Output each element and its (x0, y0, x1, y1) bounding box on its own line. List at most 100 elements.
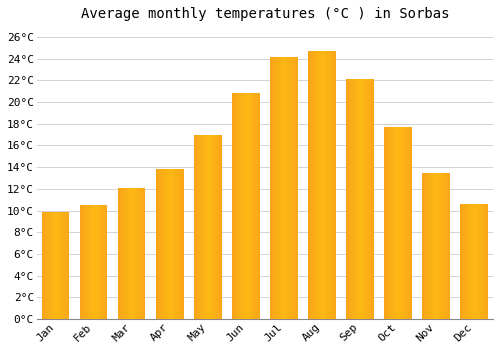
Bar (168, 169, 170, 319)
Bar (406, 127, 407, 319)
Bar (350, 79, 352, 319)
Bar (214, 135, 216, 319)
Bar (354, 79, 356, 319)
Bar (60, 212, 61, 319)
Bar (440, 173, 442, 319)
Bar (252, 93, 254, 319)
Bar (159, 169, 160, 319)
Bar (292, 57, 294, 319)
Bar (174, 169, 176, 319)
Bar (357, 79, 358, 319)
Bar (370, 79, 371, 319)
Bar (272, 57, 273, 319)
Bar (409, 127, 410, 319)
Bar (438, 173, 439, 319)
Bar (53, 212, 54, 319)
Bar (334, 51, 336, 319)
Bar (362, 79, 364, 319)
Bar (196, 135, 197, 319)
Bar (258, 93, 260, 319)
Bar (138, 188, 140, 319)
Bar (372, 79, 374, 319)
Bar (87, 205, 88, 319)
Bar (405, 127, 406, 319)
Bar (163, 169, 164, 319)
Bar (66, 212, 68, 319)
Bar (124, 188, 125, 319)
Bar (238, 93, 239, 319)
Bar (368, 79, 370, 319)
Bar (83, 205, 84, 319)
Bar (248, 93, 250, 319)
Bar (257, 93, 258, 319)
Bar (333, 51, 334, 319)
Bar (133, 188, 134, 319)
Bar (84, 205, 86, 319)
Bar (484, 204, 485, 319)
Bar (346, 79, 348, 319)
Bar (278, 57, 280, 319)
Bar (56, 212, 57, 319)
Bar (286, 57, 288, 319)
Bar (200, 135, 201, 319)
Bar (448, 173, 450, 319)
Bar (220, 135, 222, 319)
Bar (330, 51, 332, 319)
Bar (216, 135, 218, 319)
Bar (276, 57, 277, 319)
Bar (130, 188, 132, 319)
Bar (121, 188, 122, 319)
Bar (234, 93, 235, 319)
Bar (52, 212, 53, 319)
Bar (314, 51, 315, 319)
Bar (468, 204, 470, 319)
Bar (95, 205, 96, 319)
Bar (134, 188, 136, 319)
Bar (61, 212, 62, 319)
Bar (242, 93, 243, 319)
Bar (311, 51, 312, 319)
Bar (477, 204, 478, 319)
Bar (142, 188, 144, 319)
Bar (308, 51, 310, 319)
Bar (386, 127, 387, 319)
Bar (243, 93, 244, 319)
Bar (219, 135, 220, 319)
Bar (129, 188, 130, 319)
Bar (102, 205, 104, 319)
Bar (171, 169, 172, 319)
Bar (136, 188, 138, 319)
Bar (158, 169, 159, 319)
Bar (439, 173, 440, 319)
Bar (332, 51, 333, 319)
Bar (92, 205, 94, 319)
Bar (140, 188, 141, 319)
Bar (44, 212, 45, 319)
Bar (122, 188, 124, 319)
Bar (49, 212, 50, 319)
Bar (466, 204, 467, 319)
Bar (232, 93, 234, 319)
Bar (128, 188, 129, 319)
Bar (57, 212, 58, 319)
Bar (432, 173, 434, 319)
Bar (319, 51, 320, 319)
Bar (480, 204, 481, 319)
Bar (320, 51, 322, 319)
Bar (218, 135, 219, 319)
Bar (201, 135, 202, 319)
Bar (348, 79, 349, 319)
Bar (206, 135, 208, 319)
Bar (425, 173, 426, 319)
Bar (204, 135, 205, 319)
Bar (126, 188, 128, 319)
Bar (167, 169, 168, 319)
Bar (172, 169, 174, 319)
Bar (94, 205, 95, 319)
Bar (400, 127, 402, 319)
Bar (462, 204, 463, 319)
Bar (106, 205, 108, 319)
Bar (58, 212, 60, 319)
Bar (277, 57, 278, 319)
Bar (162, 169, 163, 319)
